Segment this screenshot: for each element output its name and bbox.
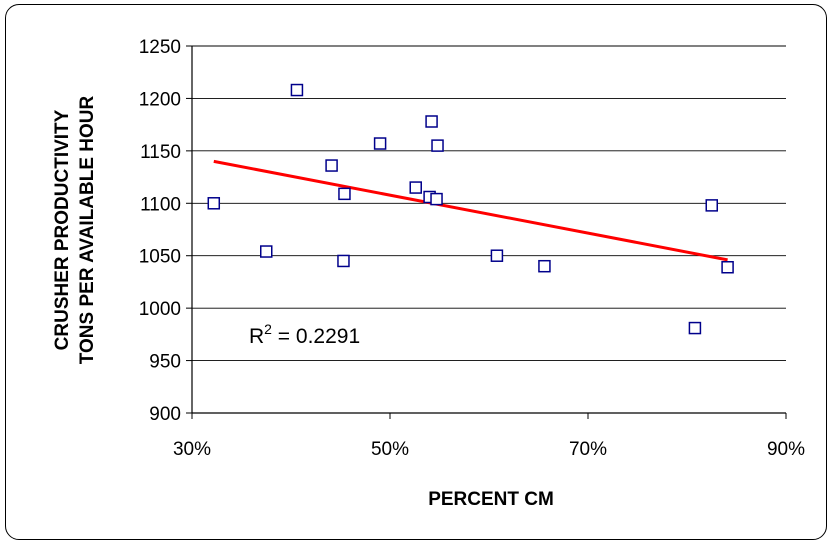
x-tick-label: 90% xyxy=(767,439,805,460)
trendline-group xyxy=(213,159,728,262)
data-points xyxy=(207,83,734,335)
axes xyxy=(186,45,787,419)
y-axis-title-line2: TONS PER AVAILABLE HOUR xyxy=(77,95,98,364)
chart-frame xyxy=(5,4,827,540)
y-axis-title-line1: CRUSHER PRODUCTIVITY xyxy=(52,109,73,350)
y-tick-label: 1150 xyxy=(140,142,181,163)
data-point xyxy=(290,83,304,97)
data-point xyxy=(430,192,443,206)
trendline xyxy=(213,159,728,262)
data-point xyxy=(409,181,422,194)
data-point xyxy=(207,197,221,210)
data-point xyxy=(538,259,551,273)
r-squared-annotation: R2 = 0.2291 xyxy=(249,321,360,348)
y-tick-label: 1050 xyxy=(139,247,181,268)
y-tick-labels: 900 950 1000 1050 1100 1150 1200 1250 xyxy=(139,37,181,425)
data-point xyxy=(337,254,350,268)
data-point xyxy=(425,115,438,128)
x-axis-title: PERCENT CM xyxy=(428,489,554,510)
data-point xyxy=(688,321,702,335)
x-tick-label: 30% xyxy=(173,439,211,460)
data-point xyxy=(431,139,444,152)
y-tick-label: 950 xyxy=(149,352,181,373)
y-tick-label: 1200 xyxy=(139,89,181,110)
data-point xyxy=(721,260,734,274)
y-tick-label: 1000 xyxy=(139,299,181,320)
data-point xyxy=(260,245,273,258)
x-tick-label: 70% xyxy=(569,439,607,460)
data-point xyxy=(338,187,351,201)
data-point xyxy=(325,159,338,172)
data-point xyxy=(373,137,387,150)
y-tick-label: 1100 xyxy=(140,194,181,215)
data-point xyxy=(490,249,504,262)
x-tick-labels: 30% 50% 70% 90% xyxy=(173,439,805,460)
gridlines xyxy=(192,45,786,362)
data-point xyxy=(705,199,718,212)
x-tick-label: 50% xyxy=(371,439,409,460)
y-tick-label: 1250 xyxy=(139,37,181,58)
y-tick-label: 900 xyxy=(149,404,181,425)
